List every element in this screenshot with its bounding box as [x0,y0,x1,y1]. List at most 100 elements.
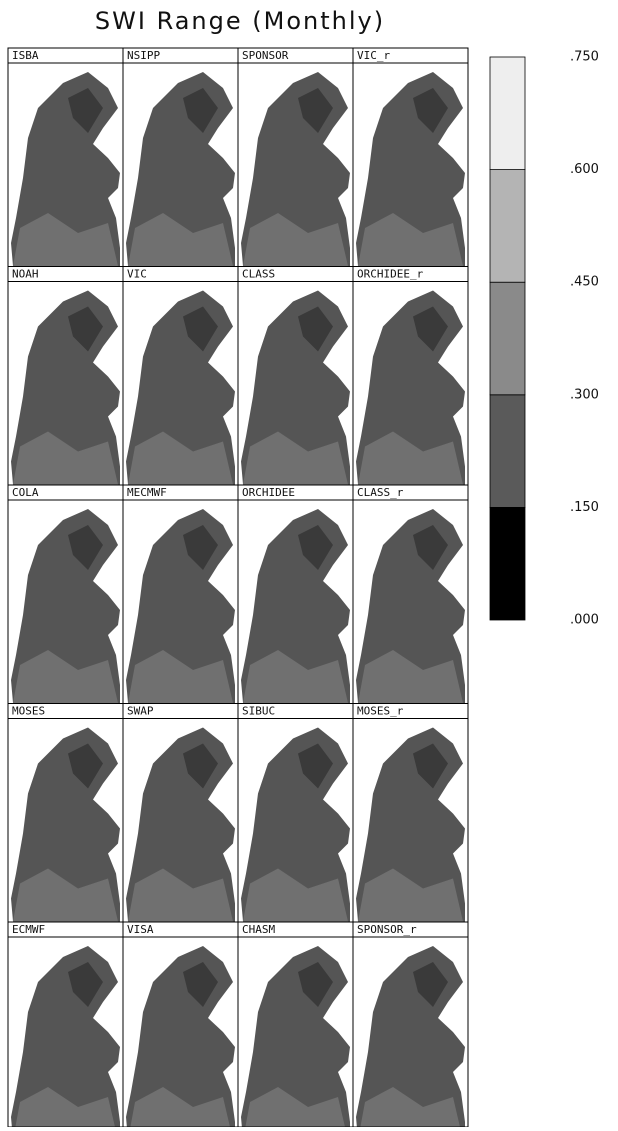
basin-shape [241,727,350,922]
panel-label: NSIPP [127,49,160,62]
colorbar-segment [489,56,526,170]
map-body [356,509,465,703]
map-panel: SPONSOR [237,47,354,267]
map-panel: NOAH [7,266,124,486]
map-body [241,72,350,266]
label-box [352,484,469,501]
basin-shape [126,509,235,703]
map-panel: MOSES_r [352,703,469,923]
map-body [241,290,350,485]
panel-label: VIC [127,268,147,281]
map-body [126,290,235,485]
map-panel: CHASM [237,921,354,1131]
label-box [352,47,469,64]
map-body [356,727,465,922]
basin-shape [126,290,235,485]
map-panel: VIC [122,266,239,486]
colorbar: .750 .600 .450 .300 .150 .000 [489,50,599,628]
panel-grid: ISBA NSIPP SPONSOR VIC_r NOAH VIC CLASS ORCHIDE… [7,47,469,1131]
basin-shape [11,290,120,485]
panel-label: NOAH [12,268,39,281]
map-body [356,290,465,485]
colorbar-tick-label: .450 [570,275,599,290]
basin-shape [11,509,120,703]
map-panel: COLA [7,484,124,704]
map-body [241,727,350,922]
map-body [11,509,120,703]
map-body [356,72,465,266]
panel-label: ORCHIDEE_r [357,268,424,281]
map-panel: VIC_r [352,47,469,267]
panel-label: VISA [127,923,154,936]
panel-label: SPONSOR [242,49,289,62]
basin-shape [356,72,465,266]
map-body [126,509,235,703]
map-body [11,727,120,922]
colorbar-segment [489,281,526,396]
panel-label: ORCHIDEE [242,486,295,499]
colorbar-tick-label: .750 [570,50,599,65]
map-body [356,946,465,1131]
map-panel: ORCHIDEE [237,484,354,704]
map-panel: SWAP [122,703,239,923]
map-body [241,946,350,1131]
panel-label: ISBA [12,49,39,62]
label-box [352,703,469,719]
figure-title: SWI Range (Monthly) [95,7,385,35]
basin-shape [356,509,465,703]
basin-shape [241,509,350,703]
basin-shape [11,946,120,1131]
map-panel: NSIPP [122,47,239,267]
basin-shape [126,727,235,922]
basin-shape [126,72,235,266]
panel-label: SWAP [127,705,154,718]
panel-label: MECMWF [127,486,167,499]
colorbar-tick-label: .000 [570,613,599,628]
label-box [352,266,469,282]
basin-shape [356,727,465,922]
map-body [126,727,235,922]
basin-shape [11,727,120,922]
colorbar-segment [489,394,526,508]
basin-shape [126,946,235,1131]
map-panel: ECMWF [7,921,124,1131]
panel-label: VIC_r [357,49,390,62]
map-panel: CLASS_r [352,484,469,704]
colorbar-segment [489,169,526,283]
map-panel: SPONSOR_r [352,921,469,1131]
map-panel: ISBA [7,47,124,267]
basin-shape [241,72,350,266]
map-body [241,509,350,703]
map-panel: MECMWF [122,484,239,704]
map-panel: MOSES [7,703,124,923]
map-panel: VISA [122,921,239,1131]
panel-label: SIBUC [242,705,275,718]
panel-label: COLA [12,486,39,499]
basin-shape [241,290,350,485]
colorbar-tick-label: .600 [570,162,599,177]
panel-label: SPONSOR_r [357,923,417,936]
map-panel: ORCHIDEE_r [352,266,469,486]
basin-shape [11,72,120,266]
map-body [11,72,120,266]
map-body [126,72,235,266]
panel-label: ECMWF [12,923,45,936]
map-body [126,946,235,1131]
label-box [352,921,469,938]
colorbar-tick-label: .300 [570,387,599,402]
panel-label: MOSES [12,705,45,718]
map-body [11,290,120,485]
map-panel: CLASS [237,266,354,486]
map-panel: SIBUC [237,703,354,923]
panel-label: CLASS_r [357,486,404,499]
colorbar-tick-label: .150 [570,500,599,515]
basin-shape [356,290,465,485]
basin-shape [356,946,465,1131]
panel-label: CHASM [242,923,275,936]
basin-shape [241,946,350,1131]
panel-label: MOSES_r [357,705,404,718]
map-body [11,946,120,1131]
colorbar-segment [489,506,526,621]
panel-label: CLASS [242,268,275,281]
